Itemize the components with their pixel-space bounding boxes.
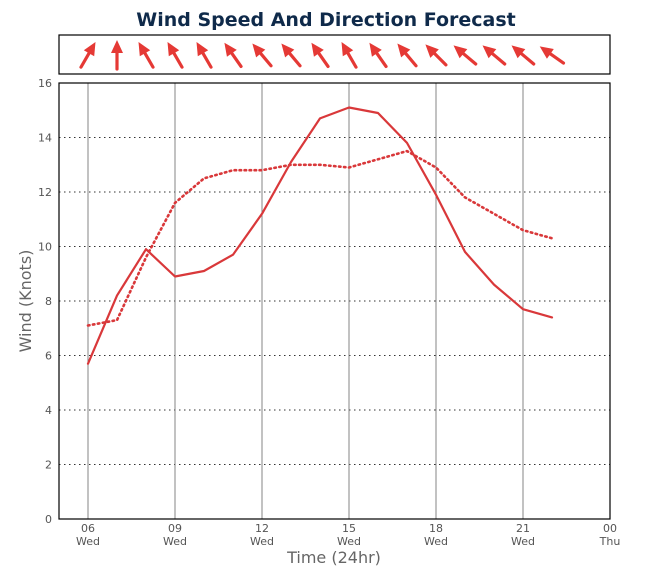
wind-arrow-icon [397, 43, 418, 68]
wind-arrow-shaft [229, 50, 243, 69]
y-tick-label: 4 [45, 404, 52, 417]
x-tick-day-label: Thu [599, 535, 621, 548]
wind-arrow-head [224, 42, 237, 57]
x-tick-day-label: Wed [511, 535, 535, 548]
series-line-2 [86, 149, 554, 327]
wind-arrow-shaft [142, 49, 155, 69]
y-tick-label: 16 [38, 77, 52, 90]
wind-arrow-shaft [547, 51, 566, 65]
wind-arrow-icon [79, 42, 96, 69]
y-tick-label: 10 [38, 241, 52, 254]
wind-arrow-shaft [460, 50, 478, 66]
wind-arrow-icon [311, 42, 330, 69]
wind-arrow-icon [539, 46, 566, 65]
x-tick-day-label: Wed [337, 535, 361, 548]
wind-arrow-shaft [200, 49, 213, 69]
wind-arrow-shaft [286, 50, 302, 68]
wind-arrow-icon [369, 42, 388, 69]
wind-arrow-head [453, 45, 468, 59]
wind-arrow-head [341, 42, 354, 57]
wind-arrow-shaft [79, 49, 92, 69]
x-tick-day-label: Wed [76, 535, 100, 548]
wind-arrow-icon [453, 45, 478, 66]
series-line-1 [86, 106, 554, 365]
wind-arrow-head [252, 43, 266, 58]
wind-arrow-head [311, 42, 324, 57]
wind-arrow-icon [482, 45, 507, 66]
wind-arrow-head [111, 40, 123, 53]
y-tick-label: 12 [38, 186, 52, 199]
wind-arrow-icon [224, 42, 243, 69]
grid-lines [59, 83, 610, 519]
wind-arrow-shaft [345, 49, 358, 69]
plot-frame [58, 82, 611, 520]
y-tick-label: 14 [38, 132, 52, 145]
wind-arrow-head [196, 42, 209, 57]
wind-arrow-icon [281, 43, 302, 68]
wind-arrow-shaft [402, 50, 418, 68]
x-tick-day-label: Wed [424, 535, 448, 548]
y-tick-label: 2 [45, 459, 52, 472]
wind-arrow-head [482, 45, 497, 59]
direction-arrows [79, 40, 566, 71]
wind-arrow-head [83, 42, 96, 57]
x-tick-day-label: Wed [163, 535, 187, 548]
x-tick-label: 15 [342, 522, 356, 535]
wind-arrow-head [397, 43, 411, 58]
wind-arrow-shaft [316, 50, 330, 69]
x-tick-label: 00 [603, 522, 617, 535]
x-tick-label: 18 [429, 522, 443, 535]
wind-arrow-head [167, 42, 180, 57]
x-tick-label: 06 [81, 522, 95, 535]
x-tick-label: 09 [168, 522, 182, 535]
wind-arrow-head [425, 44, 439, 58]
wind-arrow-icon [111, 40, 123, 71]
wind-arrow-icon [511, 45, 536, 66]
wind-arrow-shaft [489, 50, 507, 66]
wind-arrow-icon [252, 43, 273, 68]
y-tick-label: 8 [45, 295, 52, 308]
wind-arrow-shaft [374, 50, 388, 69]
wind-arrow-icon [138, 42, 155, 69]
wind-arrow-head [281, 43, 295, 58]
wind-arrow-shaft [518, 50, 536, 66]
wind-arrow-shaft [431, 50, 448, 67]
wind-arrow-icon [196, 42, 213, 69]
wind-arrow-icon [341, 42, 358, 69]
y-axis-label: Wind (Knots) [16, 250, 35, 353]
series-lines [86, 106, 554, 365]
wind-arrow-head [369, 42, 382, 57]
y-tick-label: 0 [45, 513, 52, 526]
wind-arrow-head [511, 45, 526, 59]
wind-arrow-shaft [257, 50, 273, 68]
x-tick-label: 12 [255, 522, 269, 535]
x-tick-label: 21 [516, 522, 530, 535]
wind-arrow-icon [167, 42, 184, 69]
x-tick-day-label: Wed [250, 535, 274, 548]
wind-arrow-shaft [171, 49, 184, 69]
x-axis-label: Time (24hr) [286, 548, 381, 567]
wind-arrow-head [138, 42, 151, 57]
wind-arrow-icon [425, 44, 448, 67]
y-tick-label: 6 [45, 350, 52, 363]
chart-title: Wind Speed And Direction Forecast [136, 9, 516, 31]
y-tick-labels: 0 2 4 6 8 10 12 14 16 [38, 77, 52, 526]
wind-arrow-head [539, 46, 554, 59]
